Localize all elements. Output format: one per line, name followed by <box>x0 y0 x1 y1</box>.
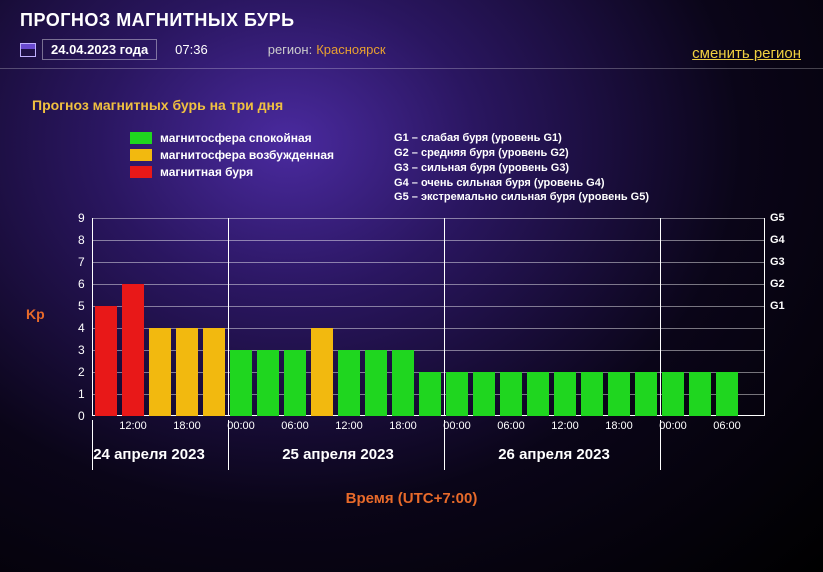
chart-bar <box>338 350 360 416</box>
x-tick: 18:00 <box>605 420 633 432</box>
x-tick: 00:00 <box>443 420 471 432</box>
legend-label: магнитосфера спокойная <box>160 131 312 145</box>
y-tick: 8 <box>78 233 789 247</box>
g-level-line: G2 – средняя буря (уровень G2) <box>394 146 649 161</box>
day-separator-line <box>228 218 229 416</box>
calendar-icon <box>20 43 36 57</box>
x-tick: 00:00 <box>659 420 687 432</box>
chart-bar <box>446 372 468 416</box>
chart-bar <box>284 350 306 416</box>
day-separator-line <box>660 218 661 416</box>
g-level-marker: G1 <box>770 300 785 312</box>
day-separator-line <box>444 218 445 416</box>
region-label: регион: <box>268 42 312 57</box>
legend-item: магнитосфера возбужденная <box>130 148 334 162</box>
time-value: 07:36 <box>175 42 208 57</box>
y-axis-label: Kp <box>26 306 45 322</box>
date-value: 24.04.2023 года <box>42 39 157 60</box>
x-tick: 18:00 <box>389 420 417 432</box>
chart-bar <box>608 372 630 416</box>
g-level-marker: G3 <box>770 256 785 268</box>
chart-bar <box>716 372 738 416</box>
plot-right-border <box>764 218 765 416</box>
chart-bar <box>365 350 387 416</box>
x-tick: 00:00 <box>227 420 255 432</box>
g-level-marker: G4 <box>770 234 785 246</box>
y-tick: 6 <box>78 277 789 291</box>
chart-bar <box>95 306 117 416</box>
g-level-line: G5 – экстремально сильная буря (уровень … <box>394 190 649 205</box>
x-tick: 12:00 <box>551 420 579 432</box>
chart-bar <box>122 284 144 416</box>
x-tick: 06:00 <box>713 420 741 432</box>
legend-label: магнитная буря <box>160 165 253 179</box>
x-axis-title: Время (UTC+7:00) <box>0 490 823 507</box>
g-level-marker: G2 <box>770 278 785 290</box>
g-level-line: G3 – сильная буря (уровень G3) <box>394 161 649 176</box>
change-region-link[interactable]: сменить регион <box>692 45 801 62</box>
legend-swatch <box>130 149 152 161</box>
day-tick <box>660 420 661 470</box>
day-label: 24 апреля 2023 <box>93 446 205 463</box>
subheader: 24.04.2023 года 07:36 регион: Красноярск… <box>0 35 823 69</box>
day-tick <box>228 420 229 470</box>
y-tick: 5 <box>78 299 789 313</box>
day-tick <box>444 420 445 470</box>
x-tick: 06:00 <box>497 420 525 432</box>
chart-bar <box>311 328 333 416</box>
chart-bar <box>473 372 495 416</box>
legend: магнитосфера спокойная магнитосфера возбу… <box>0 113 823 205</box>
legend-label: магнитосфера возбужденная <box>160 148 334 162</box>
chart-bar <box>257 350 279 416</box>
legend-item: магнитосфера спокойная <box>130 131 334 145</box>
chart-bar <box>419 372 441 416</box>
g-level-line: G4 – очень сильная буря (уровень G4) <box>394 176 649 191</box>
x-tick: 18:00 <box>173 420 201 432</box>
legend-swatch <box>130 166 152 178</box>
chart-bar <box>635 372 657 416</box>
page-title: ПРОГНОЗ МАГНИТНЫХ БУРЬ <box>20 10 803 31</box>
chart-bar <box>662 372 684 416</box>
g-level-line: G1 – слабая буря (уровень G1) <box>394 131 649 146</box>
legend-swatch <box>130 132 152 144</box>
g-level-marker: G5 <box>770 212 785 224</box>
day-label: 26 апреля 2023 <box>498 446 610 463</box>
chart-bar <box>203 328 225 416</box>
region-value: Красноярск <box>316 42 385 57</box>
chart-bar <box>500 372 522 416</box>
x-tick: 12:00 <box>335 420 363 432</box>
g-levels-list: G1 – слабая буря (уровень G1)G2 – средня… <box>394 131 649 205</box>
legend-item: магнитная буря <box>130 165 334 179</box>
x-tick: 12:00 <box>119 420 147 432</box>
chart-bar <box>527 372 549 416</box>
chart-bar <box>581 372 603 416</box>
chart-bar <box>230 350 252 416</box>
day-label: 25 апреля 2023 <box>282 446 394 463</box>
chart-bar <box>554 372 576 416</box>
chart-bar <box>149 328 171 416</box>
chart-bar <box>689 372 711 416</box>
section-title: Прогноз магнитных бурь на три дня <box>0 69 823 113</box>
y-tick: 7 <box>78 255 789 269</box>
y-tick: 9 <box>78 211 789 225</box>
chart-bar <box>176 328 198 416</box>
x-tick: 06:00 <box>281 420 309 432</box>
chart-bar <box>392 350 414 416</box>
